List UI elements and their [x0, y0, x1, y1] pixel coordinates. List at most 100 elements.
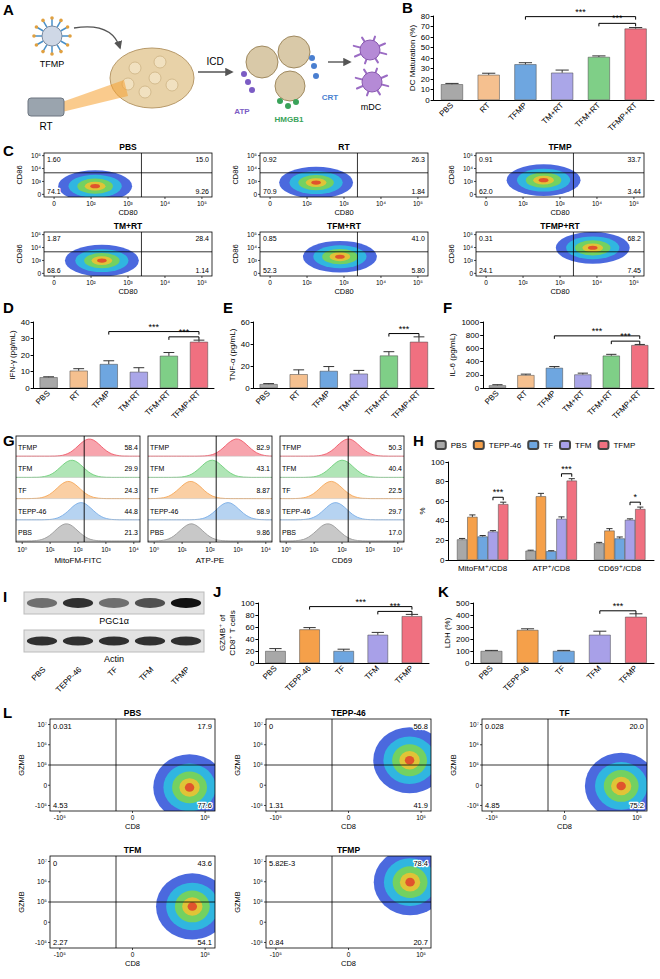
- svg-text:0: 0: [43, 919, 47, 926]
- svg-text:ICD: ICD: [206, 56, 223, 67]
- svg-text:TF: TF: [106, 665, 119, 678]
- svg-text:10⁴: 10⁴: [463, 165, 473, 172]
- svg-text:A: A: [3, 1, 14, 18]
- svg-text:TFMP: TFMP: [548, 142, 571, 152]
- svg-text:0.031: 0.031: [53, 722, 72, 731]
- svg-text:TFMP: TFMP: [150, 444, 169, 451]
- svg-text:0: 0: [268, 279, 272, 286]
- svg-text:D: D: [3, 299, 14, 316]
- svg-text:TEPP-46: TEPP-46: [501, 663, 531, 693]
- svg-text:52.3: 52.3: [263, 267, 277, 274]
- svg-text:1.87: 1.87: [47, 235, 61, 242]
- svg-text:HMGB1: HMGB1: [275, 115, 304, 124]
- svg-text:TF: TF: [282, 487, 291, 494]
- svg-text:10⁵: 10⁵: [197, 200, 207, 207]
- svg-text:TM+RT: TM+RT: [540, 101, 565, 126]
- svg-text:0: 0: [440, 556, 445, 565]
- svg-text:TM+RT: TM+RT: [561, 389, 586, 414]
- svg-text:58.4: 58.4: [124, 444, 138, 451]
- svg-text:10⁵: 10⁵: [632, 814, 642, 821]
- svg-text:0: 0: [52, 200, 56, 207]
- svg-text:10⁴: 10⁴: [376, 279, 386, 286]
- svg-text:GZMB: GZMB: [17, 891, 26, 913]
- svg-text:GZMB: GZMB: [17, 754, 26, 776]
- svg-text:80: 80: [245, 611, 254, 620]
- svg-text:68.9: 68.9: [256, 508, 270, 515]
- svg-text:43.6: 43.6: [197, 859, 212, 868]
- svg-text:0.91: 0.91: [479, 156, 493, 163]
- svg-text:0: 0: [259, 782, 263, 789]
- svg-text:60: 60: [241, 318, 250, 327]
- svg-text:10⁵: 10⁵: [31, 152, 41, 159]
- svg-text:TFM+RT: TFM+RT: [586, 389, 615, 418]
- svg-text:TFMP+RT: TFMP+RT: [606, 101, 639, 134]
- svg-text:500: 500: [456, 599, 470, 608]
- svg-text:10⁰: 10⁰: [149, 546, 159, 553]
- svg-text:TFMP+RT: TFMP+RT: [540, 221, 580, 231]
- svg-text:0: 0: [245, 384, 250, 393]
- svg-text:10³: 10³: [365, 546, 375, 553]
- svg-text:TEPP-46: TEPP-46: [282, 508, 311, 515]
- svg-text:800: 800: [466, 331, 480, 340]
- svg-text:68.2: 68.2: [627, 235, 641, 242]
- svg-text:TEPP-46: TEPP-46: [54, 665, 84, 695]
- svg-text:0: 0: [131, 951, 135, 958]
- svg-text:80: 80: [421, 12, 430, 21]
- svg-text:8.87: 8.87: [256, 487, 270, 494]
- svg-text:TFM: TFM: [18, 465, 33, 472]
- svg-text:10⁶: 10⁶: [469, 741, 479, 748]
- svg-text:56.8: 56.8: [413, 722, 428, 731]
- svg-text:TF: TF: [150, 487, 159, 494]
- svg-text:20: 20: [241, 362, 250, 371]
- svg-text:10⁴: 10⁴: [247, 244, 257, 251]
- svg-text:PBS: PBS: [119, 142, 137, 152]
- svg-text:10⁵: 10⁵: [629, 279, 639, 286]
- svg-text:10⁴: 10⁴: [463, 244, 473, 251]
- svg-text:10³: 10³: [123, 200, 133, 207]
- svg-text:1.31: 1.31: [269, 801, 284, 810]
- svg-text:10³: 10³: [233, 546, 243, 553]
- svg-text:41.9: 41.9: [413, 801, 428, 810]
- svg-text:CD8: CD8: [341, 822, 356, 831]
- svg-text:-10⁵: -10⁵: [467, 802, 479, 809]
- svg-text:GZMB⁺ of: GZMB⁺ of: [218, 614, 227, 651]
- svg-text:0: 0: [52, 279, 56, 286]
- svg-text:***: ***: [575, 7, 586, 17]
- svg-text:70: 70: [421, 22, 430, 31]
- svg-text:TFM: TFM: [124, 845, 141, 855]
- svg-text:10³: 10³: [339, 200, 349, 207]
- svg-text:10⁵: 10⁵: [247, 152, 257, 159]
- svg-text:PBS: PBS: [124, 708, 142, 718]
- svg-text:600: 600: [466, 344, 480, 353]
- svg-text:10: 10: [21, 367, 30, 376]
- svg-text:1.60: 1.60: [47, 156, 61, 163]
- svg-text:TFM+RT: TFM+RT: [327, 221, 362, 231]
- svg-text:10³: 10³: [123, 279, 133, 286]
- svg-text:40: 40: [21, 318, 30, 327]
- svg-text:PBS: PBS: [261, 664, 279, 682]
- svg-text:40.4: 40.4: [388, 465, 402, 472]
- svg-text:0: 0: [563, 814, 567, 821]
- svg-text:TF: TF: [18, 487, 27, 494]
- svg-text:24.1: 24.1: [479, 267, 493, 274]
- svg-text:RT: RT: [288, 389, 302, 403]
- svg-text:-10⁵: -10⁵: [35, 802, 47, 809]
- svg-text:RT: RT: [338, 142, 350, 152]
- svg-text:0: 0: [425, 96, 430, 105]
- svg-text:10⁴: 10⁴: [261, 546, 271, 553]
- svg-text:300: 300: [456, 623, 470, 632]
- svg-text:10⁴: 10⁴: [592, 200, 602, 207]
- svg-text:TFM: TFM: [282, 465, 297, 472]
- svg-text:10⁵: 10⁵: [463, 231, 473, 238]
- svg-text:60: 60: [421, 33, 430, 42]
- svg-text:10²: 10²: [73, 546, 83, 553]
- svg-text:CD80: CD80: [550, 208, 569, 217]
- svg-text:TFM: TFM: [585, 664, 603, 682]
- svg-text:TEPP-46: TEPP-46: [489, 441, 522, 450]
- svg-text:10²: 10²: [337, 546, 347, 553]
- svg-text:200: 200: [456, 635, 470, 644]
- svg-text:41.0: 41.0: [411, 235, 425, 242]
- svg-text:10⁷: 10⁷: [253, 858, 263, 865]
- svg-text:10⁵: 10⁵: [37, 761, 47, 768]
- svg-text:TEPP-46: TEPP-46: [283, 663, 313, 693]
